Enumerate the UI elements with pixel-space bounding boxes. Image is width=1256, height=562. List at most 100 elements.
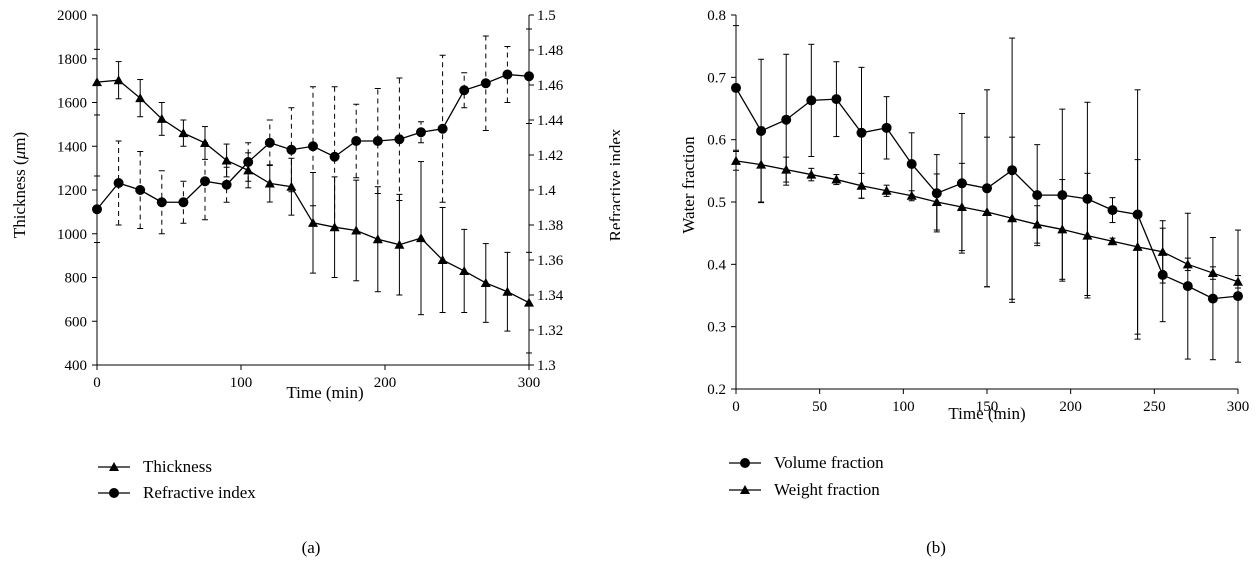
panel-label-b: (b) [926,538,946,557]
chart-b-ylabel: Water fraction [679,136,698,234]
chart-a-left-tick-label: 1000 [57,227,87,243]
chart-a-right-tick-label: 1.44 [537,113,564,129]
chart-a-left-tick-label: 1200 [57,183,87,199]
data-point-thickness [92,77,102,87]
data-point-refractive-index [243,157,254,167]
chart-b-y-tick-label: 0.8 [707,8,726,24]
chart-a-right-tick-label: 1.42 [537,148,563,164]
data-point-volume-fraction [881,122,892,133]
legend-item-thickness: Thickness [98,457,212,476]
data-point-weight-fraction [1032,219,1043,229]
chart-b-legend: Volume fraction Weight fraction [729,453,884,499]
data-point-thickness [113,75,124,85]
chart-b-y-tick-label: 0.6 [707,133,726,149]
legend-item-refractive-index: Refractive index [98,483,256,502]
chart-b: 0.20.30.40.50.60.70.80 50 100 150 200 250 300 … [679,8,1249,557]
legend-label-weight-fraction: Weight fraction [774,480,880,499]
data-point-refractive-index [524,71,534,82]
data-point-refractive-index [459,85,470,96]
data-point-thickness [502,286,513,296]
chart-a-right-tick-label: 1.46 [537,78,564,94]
panel-label-a: (a) [302,538,321,557]
chart-b-y-tick-label: 0.5 [707,195,726,211]
legend-label-refractive-index: Refractive index [143,483,256,502]
chart-b-x-tick-label: 200 [1059,399,1082,415]
chart-a-ylabel-right: Refractive index [606,128,620,241]
chart-a-right-tick-label: 1.5 [537,8,556,24]
data-point-volume-fraction [806,95,817,106]
legend-label-thickness: Thickness [143,457,212,476]
chart-b-x-tick-label: 100 [892,399,915,415]
data-point-refractive-index [394,134,405,145]
data-point-thickness [480,277,491,287]
data-point-refractive-index [351,136,362,146]
data-point-thickness [416,233,426,243]
legend-item-weight-fraction: Weight fraction [729,480,880,499]
data-point-weight-fraction [1207,268,1218,278]
data-point-volume-fraction [1233,291,1243,302]
chart-b-plot: 0.2 0.3 0.4 0.5 0.6 0.7 0.8 0 50 100 150 200 250 300 [707,8,1249,415]
data-point-weight-fraction [756,159,767,169]
data-point-weight-fraction [806,169,817,179]
legend-label-volume-fraction: Volume fraction [774,453,884,472]
legend-triangle-marker [109,462,119,471]
data-point-refractive-index [135,185,146,195]
data-point-refractive-index [416,127,426,138]
data-point-thickness [372,234,383,244]
data-point-refractive-index [480,78,491,89]
data-point-refractive-index [92,204,102,215]
data-point-weight-fraction [1057,224,1068,234]
legend-circle-marker [109,488,119,498]
data-point-weight-fraction [982,206,992,216]
data-point-refractive-index [372,136,383,146]
chart-b-y-tick-label: 0.2 [707,382,726,398]
chart-a-left-tick-label: 1800 [57,52,87,68]
chart-a-x-tick-label: 300 [518,375,541,391]
chart-a-xlabel: Time (min) [286,383,363,402]
data-point-thickness [351,225,362,235]
data-point-volume-fraction [1207,293,1218,304]
chart-b-x-tick-label: 300 [1227,399,1250,415]
data-point-refractive-index [156,197,167,208]
data-point-volume-fraction [731,82,741,93]
chart-a-plot: 4006008001000120014001600180020001.31.32… [57,8,564,391]
chart-a-right-tick-label: 1.48 [537,43,563,59]
data-point-thickness [178,128,189,138]
data-point-volume-fraction [831,94,842,105]
data-point-volume-fraction [856,127,867,138]
data-point-weight-fraction [906,190,917,200]
chart-a-left-tick-label: 600 [65,314,88,330]
data-point-weight-fraction [1157,246,1168,256]
data-point-weight-fraction [931,197,942,206]
chart-b-y-tick-label: 0.7 [707,70,726,86]
data-point-weight-fraction [956,201,967,211]
data-point-thickness [221,155,232,165]
data-point-weight-fraction [1082,230,1093,240]
chart-a-left-tick-label: 2000 [57,8,87,24]
data-point-weight-fraction [781,164,792,174]
data-point-weight-fraction [731,155,741,165]
data-point-refractive-index [264,137,275,148]
chart-a: 4006008001000120014001600180020001.31.32… [10,8,620,557]
chart-a-right-tick-label: 1.34 [537,288,564,304]
data-point-refractive-index [308,141,318,152]
data-point-thickness [286,181,297,191]
chart-b-x-tick-label: 0 [732,399,740,415]
data-point-refractive-index [221,179,232,190]
data-point-weight-fraction [1007,213,1018,223]
chart-a-right-tick-label: 1.3 [537,358,556,374]
data-point-refractive-index [200,176,210,187]
chart-a-legend: Thickness Refractive index [98,457,256,502]
data-point-refractive-index [437,123,448,134]
data-point-weight-fraction [1107,236,1118,246]
data-point-refractive-index [329,151,340,162]
chart-a-ylabel-left: Thickness (μm) [10,132,29,238]
data-point-weight-fraction [856,180,867,190]
chart-a-left-tick-label: 1600 [57,96,87,112]
data-point-thickness [437,255,448,264]
data-point-thickness [156,113,167,123]
data-point-volume-fraction [1182,281,1193,292]
chart-a-x-tick-label: 0 [93,375,101,391]
chart-a-right-tick-label: 1.36 [537,253,564,269]
data-point-volume-fraction [1032,190,1043,201]
